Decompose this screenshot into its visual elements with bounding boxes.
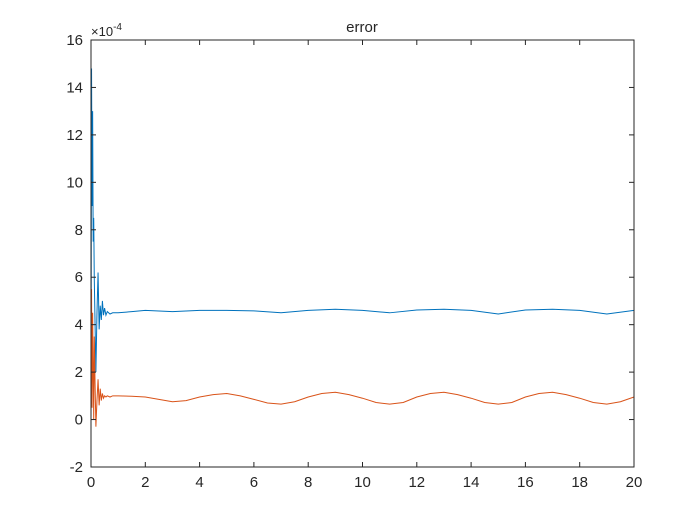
x-tick-label: 6 xyxy=(250,474,258,491)
x-tick-label: 12 xyxy=(408,474,425,491)
x-tick-label: 4 xyxy=(195,474,203,491)
series-line-1 xyxy=(90,68,635,420)
y-tick-label: 4 xyxy=(75,317,83,334)
y-tick-label: 10 xyxy=(66,174,83,191)
y-axis-exponent-power: -4 xyxy=(113,22,122,33)
y-axis-exponent-base: ×10 xyxy=(91,24,113,39)
y-tick-label: 2 xyxy=(75,364,83,381)
x-tick-label: 0 xyxy=(87,474,95,491)
y-tick-label: -2 xyxy=(70,459,83,476)
chart-title: error xyxy=(346,19,378,36)
axes-box xyxy=(90,39,635,468)
x-tick-label: 2 xyxy=(141,474,149,491)
axes-layer xyxy=(90,39,635,468)
x-tick-label: 20 xyxy=(626,474,643,491)
x-tick-label: 16 xyxy=(517,474,534,491)
x-tick-label: 8 xyxy=(304,474,312,491)
x-tick-label: 14 xyxy=(463,474,480,491)
plot-layer xyxy=(90,68,635,427)
y-tick-label: 14 xyxy=(66,79,83,96)
y-tick-label: 16 xyxy=(66,32,83,49)
series-line-2 xyxy=(90,289,635,427)
y-tick-label: 0 xyxy=(75,412,83,429)
y-tick-label: 12 xyxy=(66,127,83,144)
y-tick-label: 6 xyxy=(75,269,83,286)
x-tick-label: 10 xyxy=(354,474,371,491)
y-axis-exponent-label: ×10-4 xyxy=(91,22,122,39)
y-tick-label: 8 xyxy=(75,222,83,239)
x-tick-label: 18 xyxy=(571,474,588,491)
